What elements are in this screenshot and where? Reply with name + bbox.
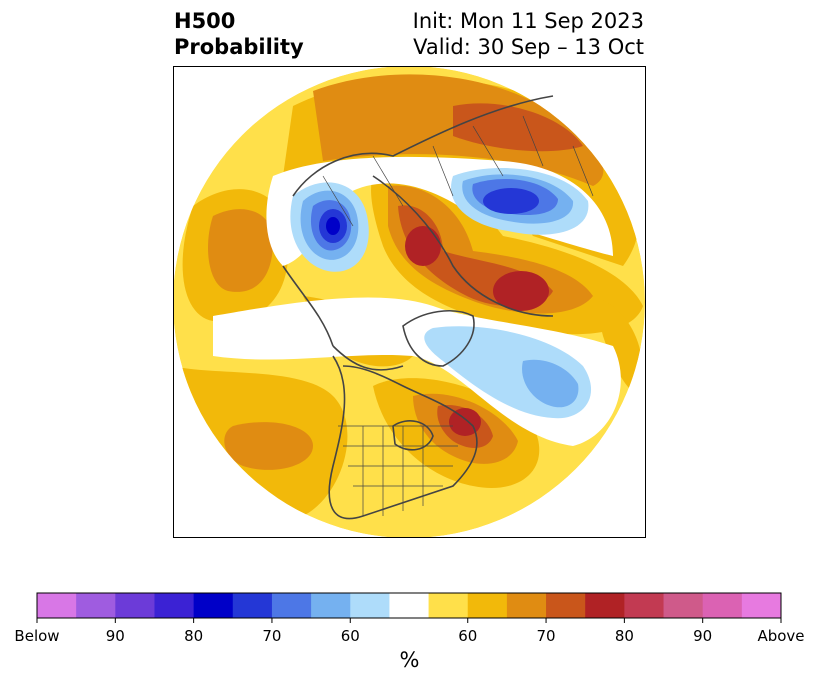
colorbar-tick-label: 60 <box>458 627 477 645</box>
colorbar-ticks: Below 90 80 70 60 60 70 80 90 Above <box>14 618 805 645</box>
colorbar-box <box>76 593 116 618</box>
map-title: H500 Probability <box>174 8 304 60</box>
coastlines <box>282 95 554 520</box>
colorbar-tick-label: Above <box>757 627 804 645</box>
colorbar-boxes <box>37 593 782 618</box>
probability-field <box>173 66 645 538</box>
forecast-dates: Init: Mon 11 Sep 2023 Valid: 30 Sep – 13… <box>413 8 644 60</box>
colorbar: Below 90 80 70 60 60 70 80 90 Above <box>14 592 805 645</box>
colorbar-box <box>506 593 547 618</box>
colorbar-box <box>350 593 390 618</box>
above-max-east <box>493 271 549 311</box>
political-borders <box>322 115 594 516</box>
colorbar-box <box>193 593 234 618</box>
colorbar-box <box>467 593 508 618</box>
above-band-north-core <box>453 103 583 152</box>
colorbar-tick-label: 90 <box>106 627 125 645</box>
colorbar-tick-label: 80 <box>615 627 634 645</box>
colorbar-tick-label: Below <box>14 627 59 645</box>
probability-map <box>173 66 646 538</box>
valid-period-label: Valid: 30 Sep – 13 Oct <box>413 35 644 59</box>
above-left-lobe-inner <box>208 209 273 292</box>
colorbar-tick-label: 70 <box>262 627 281 645</box>
above-lower-left-inner <box>224 422 313 470</box>
init-date-label: Init: Mon 11 Sep 2023 <box>412 9 644 33</box>
eurasia-borders <box>322 115 594 227</box>
colorbar-box <box>311 593 351 618</box>
colorbar-tick-label: 60 <box>341 627 360 645</box>
colorbar-box <box>624 593 665 618</box>
eurasia-coast <box>282 95 554 371</box>
colorbar-box <box>741 593 782 618</box>
colorbar-box <box>663 593 704 618</box>
colorbar-tick-label: 90 <box>693 627 712 645</box>
below-atlantic-1 <box>522 359 579 408</box>
title-line-2: Probability <box>174 35 304 59</box>
colorbar-frame <box>36 592 782 619</box>
colorbar-box <box>271 593 312 618</box>
colorbar-box <box>428 593 469 618</box>
above-max-quebec <box>449 408 481 436</box>
below-north-core <box>483 188 539 214</box>
colorbar-box <box>232 593 273 618</box>
below-west-max <box>326 217 340 235</box>
us-states <box>338 425 458 516</box>
colorbar-box <box>585 593 625 618</box>
colorbar-box <box>546 593 586 618</box>
above-max-west <box>405 226 441 266</box>
colorbar-tick-label: 80 <box>184 627 203 645</box>
map-frame <box>173 66 646 538</box>
colorbar-box <box>37 593 77 618</box>
colorbar-box <box>702 593 743 618</box>
colorbar-box <box>154 593 195 618</box>
colorbar-box <box>389 593 430 618</box>
colorbar-units: % <box>399 648 420 672</box>
colorbar-box <box>115 593 155 618</box>
title-line-1: H500 <box>174 9 236 33</box>
greenland-coast <box>402 310 475 367</box>
north-america-coast <box>328 355 478 520</box>
above-right-edge <box>593 296 644 396</box>
colorbar-tick-label: 70 <box>537 627 556 645</box>
